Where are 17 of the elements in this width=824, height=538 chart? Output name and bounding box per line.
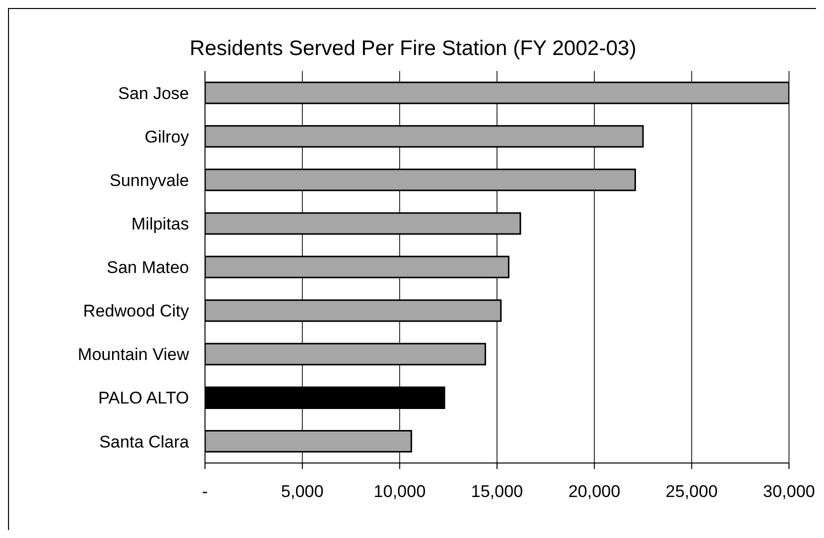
y-tick-label: Mountain View bbox=[78, 345, 190, 364]
y-tick-label: Milpitas bbox=[131, 214, 189, 234]
y-tick-label: San Jose bbox=[118, 84, 189, 103]
y-tick-label: Santa Clara bbox=[99, 432, 190, 452]
x-tick-label: 20,000 bbox=[568, 482, 620, 502]
y-tick-label: San Mateo bbox=[106, 258, 189, 278]
y-tick-label: Gilroy bbox=[144, 127, 190, 146]
x-tick-label: 30,000 bbox=[763, 482, 815, 502]
x-tick-label: 15,000 bbox=[471, 482, 523, 502]
x-tick-label: 10,000 bbox=[374, 482, 426, 502]
y-tick-label: PALO ALTO bbox=[98, 388, 189, 408]
x-tick-label: 5,000 bbox=[281, 482, 324, 502]
x-tick-label: - bbox=[202, 482, 208, 502]
y-tick-label: Redwood City bbox=[83, 302, 190, 321]
y-tick-label: Sunnyvale bbox=[110, 170, 189, 190]
x-tick-label: 25,000 bbox=[666, 482, 718, 502]
chart-title: Residents Served Per Fire Station (FY 2002-03) bbox=[188, 37, 638, 61]
